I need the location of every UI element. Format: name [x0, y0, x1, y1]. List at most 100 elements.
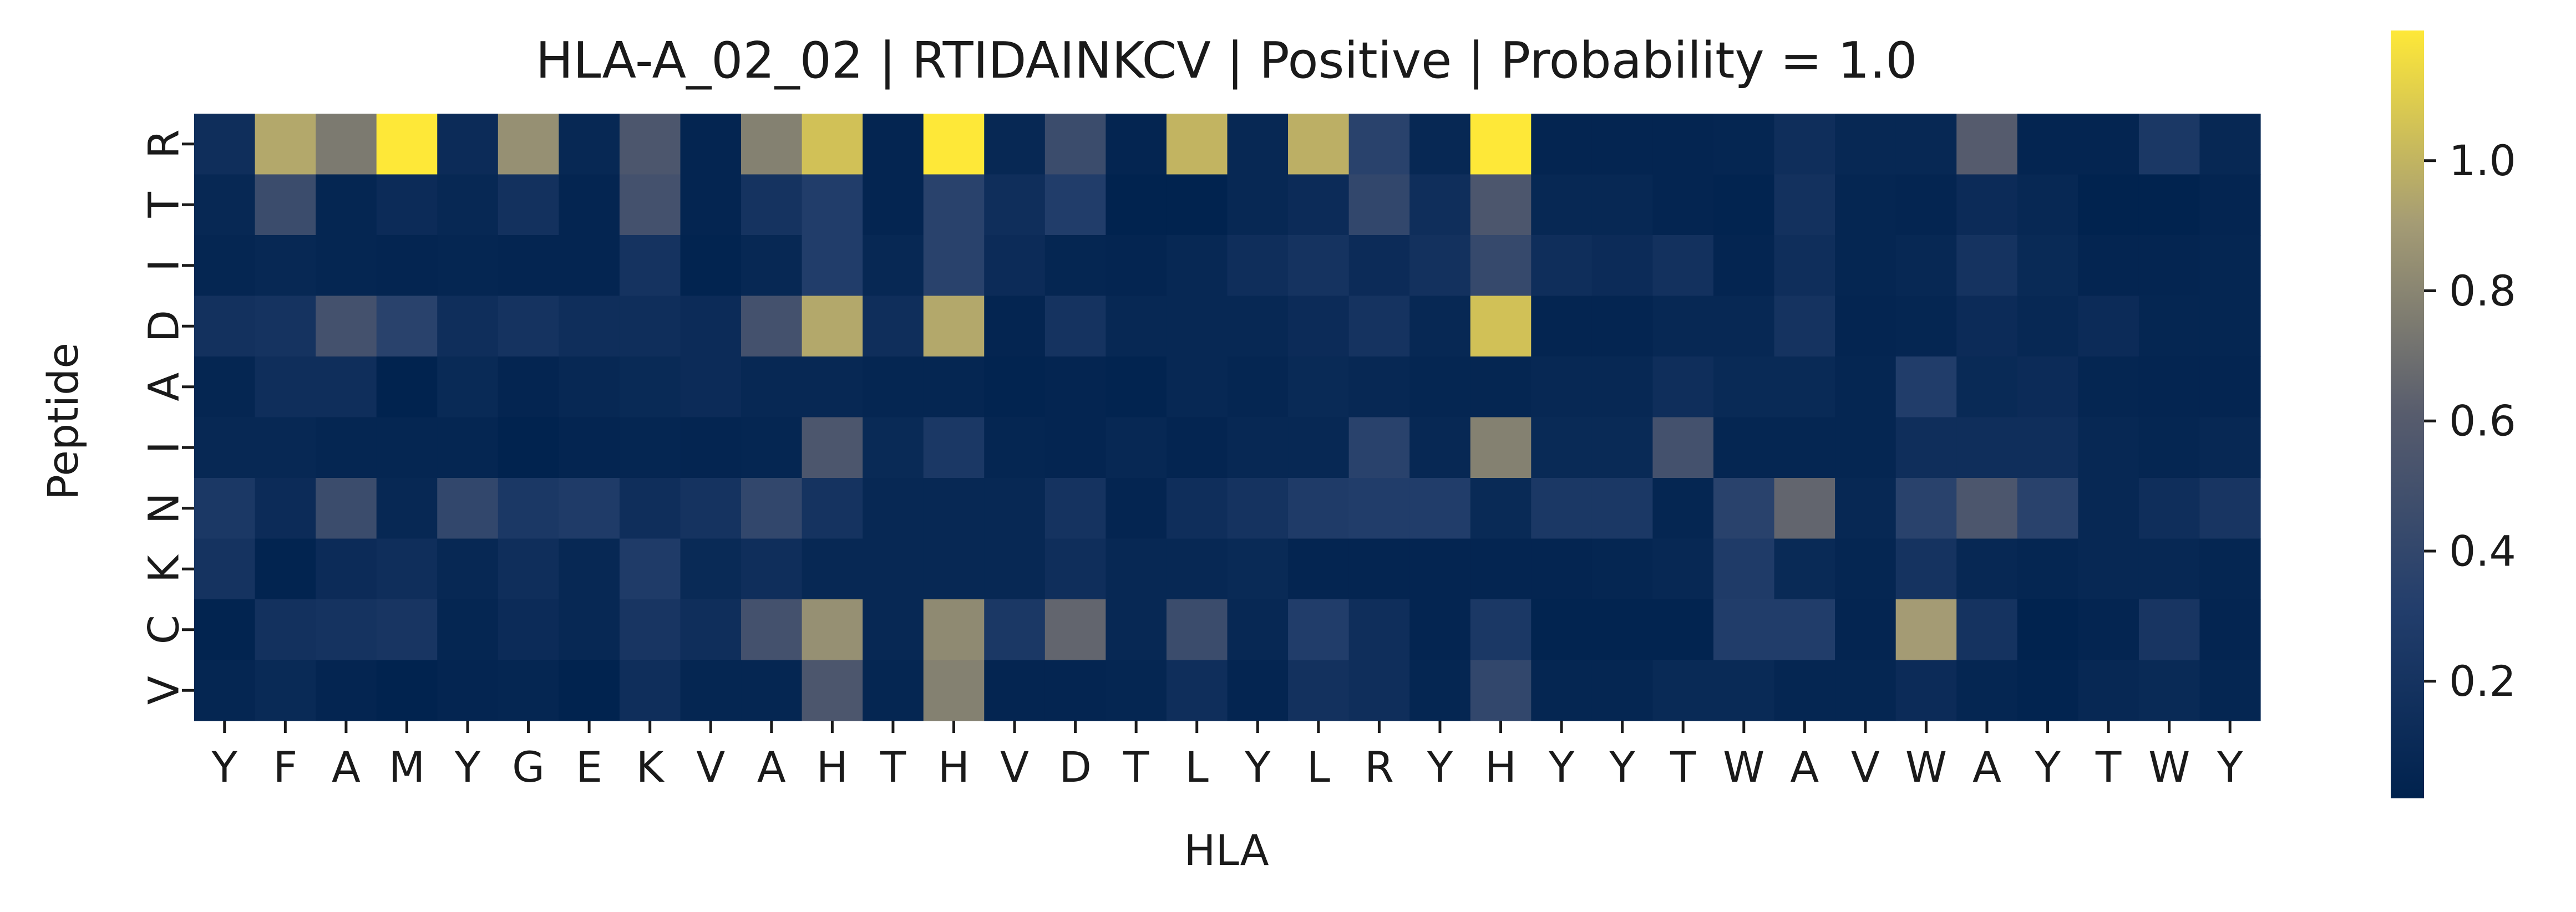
- heatmap-cell: [1531, 478, 1593, 539]
- heatmap-cell: [1956, 660, 2018, 721]
- x-tick-label: Y: [2217, 742, 2243, 792]
- heatmap-cell: [1106, 295, 1167, 357]
- heatmap-cell: [2138, 356, 2200, 418]
- heatmap-cell: [2199, 295, 2261, 357]
- heatmap-cell: [1348, 114, 1410, 175]
- heatmap-cell: [1652, 417, 1714, 478]
- heatmap-cell: [2138, 478, 2200, 539]
- heatmap-cell: [316, 295, 377, 357]
- y-axis-ticks: R T I D A I N K C V: [139, 129, 194, 705]
- heatmap-cell: [1227, 295, 1289, 357]
- heatmap-cell: [741, 538, 803, 600]
- heatmap-cell: [316, 174, 377, 236]
- heatmap-cell: [984, 660, 1046, 721]
- heatmap-cell: [984, 478, 1046, 539]
- heatmap-cell: [2138, 114, 2200, 175]
- x-tick-label: E: [576, 742, 602, 792]
- heatmap-cell: [923, 478, 985, 539]
- heatmap-cell: [1470, 235, 1532, 297]
- heatmap-cell: [1227, 174, 1289, 236]
- heatmap-cell: [2078, 174, 2139, 236]
- heatmap-cell: [255, 599, 316, 661]
- heatmap-cell: [802, 599, 863, 661]
- heatmap-cell: [2199, 478, 2261, 539]
- heatmap-cell: [1531, 235, 1593, 297]
- heatmap-cell: [1652, 599, 1714, 661]
- heatmap-cell: [1774, 295, 1835, 357]
- heatmap-cell: [1288, 417, 1350, 478]
- heatmap-cell: [1774, 478, 1835, 539]
- heatmap-cell: [1227, 114, 1289, 175]
- y-tick-label: D: [139, 310, 189, 343]
- heatmap-cell: [255, 417, 316, 478]
- heatmap-cell: [863, 599, 924, 661]
- heatmap-cell: [984, 235, 1046, 297]
- heatmap-cell: [1409, 538, 1471, 600]
- heatmap-cell: [498, 356, 559, 418]
- heatmap-cell: [1591, 660, 1654, 721]
- heatmap-cell: [1166, 599, 1228, 661]
- heatmap-cell: [376, 235, 438, 297]
- x-tick-label: V: [696, 742, 725, 792]
- heatmap-cell: [2078, 660, 2139, 721]
- heatmap-cell: [559, 417, 620, 478]
- heatmap-cell: [2017, 235, 2078, 297]
- heatmap-cell: [437, 478, 499, 539]
- heatmap-cell: [1044, 356, 1106, 418]
- heatmap-cell: [1774, 174, 1835, 236]
- heatmap-cell: [1774, 235, 1835, 297]
- heatmap-cell: [194, 174, 256, 236]
- heatmap-cell: [498, 174, 559, 236]
- x-tick-label: T: [2095, 742, 2122, 792]
- heatmap-cell: [863, 114, 924, 175]
- heatmap-cell: [741, 235, 803, 297]
- heatmap-cell: [1409, 478, 1471, 539]
- heatmap-cell: [1044, 417, 1106, 478]
- heatmap-cell: [923, 660, 985, 721]
- heatmap-cell: [1713, 417, 1775, 478]
- heatmap-cell: [1106, 538, 1167, 600]
- heatmap-cell: [863, 235, 924, 297]
- heatmap-cell: [1288, 599, 1350, 661]
- heatmap-cell: [1895, 174, 1957, 236]
- heatmap-cell: [1348, 660, 1410, 721]
- heatmap-cell: [1288, 538, 1350, 600]
- heatmap-cell: [984, 295, 1046, 357]
- heatmap-cell: [498, 235, 559, 297]
- heatmap-cell: [1227, 538, 1289, 600]
- heatmap-cell: [1774, 356, 1835, 418]
- heatmap-cell: [1348, 478, 1410, 539]
- heatmap-cell: [1956, 356, 2018, 418]
- heatmap-cell: [255, 356, 316, 418]
- heatmap-cell: [437, 174, 499, 236]
- heatmap-cell: [1044, 235, 1106, 297]
- heatmap-cell: [923, 356, 985, 418]
- heatmap-cell: [1531, 114, 1593, 175]
- heatmap-cell: [559, 660, 620, 721]
- heatmap-cell: [2017, 660, 2078, 721]
- heatmap-cell: [559, 235, 620, 297]
- heatmap-cell: [619, 235, 681, 297]
- colorbar-tick-label: 1.0: [2449, 136, 2516, 185]
- heatmap-cell: [376, 114, 438, 175]
- heatmap-cell: [1044, 295, 1106, 357]
- heatmap-cell: [1956, 235, 2018, 297]
- heatmap-cell: [376, 660, 438, 721]
- heatmap-cell: [1713, 114, 1775, 175]
- heatmap-cell: [1774, 660, 1835, 721]
- x-tick-label: H: [1485, 742, 1517, 792]
- heatmap-cell: [619, 417, 681, 478]
- heatmap-cell: [194, 235, 256, 297]
- heatmap-cell: [1348, 599, 1410, 661]
- heatmap-cell: [2138, 235, 2200, 297]
- heatmap-cell: [1166, 538, 1228, 600]
- x-tick-label: F: [273, 742, 297, 792]
- heatmap-cell: [923, 599, 985, 661]
- heatmap-cell: [984, 356, 1046, 418]
- colorbar-tick-label: 0.4: [2449, 526, 2516, 575]
- heatmap-cell: [1470, 417, 1532, 478]
- heatmap-cell: [619, 356, 681, 418]
- x-tick-label: K: [636, 742, 665, 792]
- heatmap-cell: [1591, 114, 1654, 175]
- heatmap-cell: [1774, 114, 1835, 175]
